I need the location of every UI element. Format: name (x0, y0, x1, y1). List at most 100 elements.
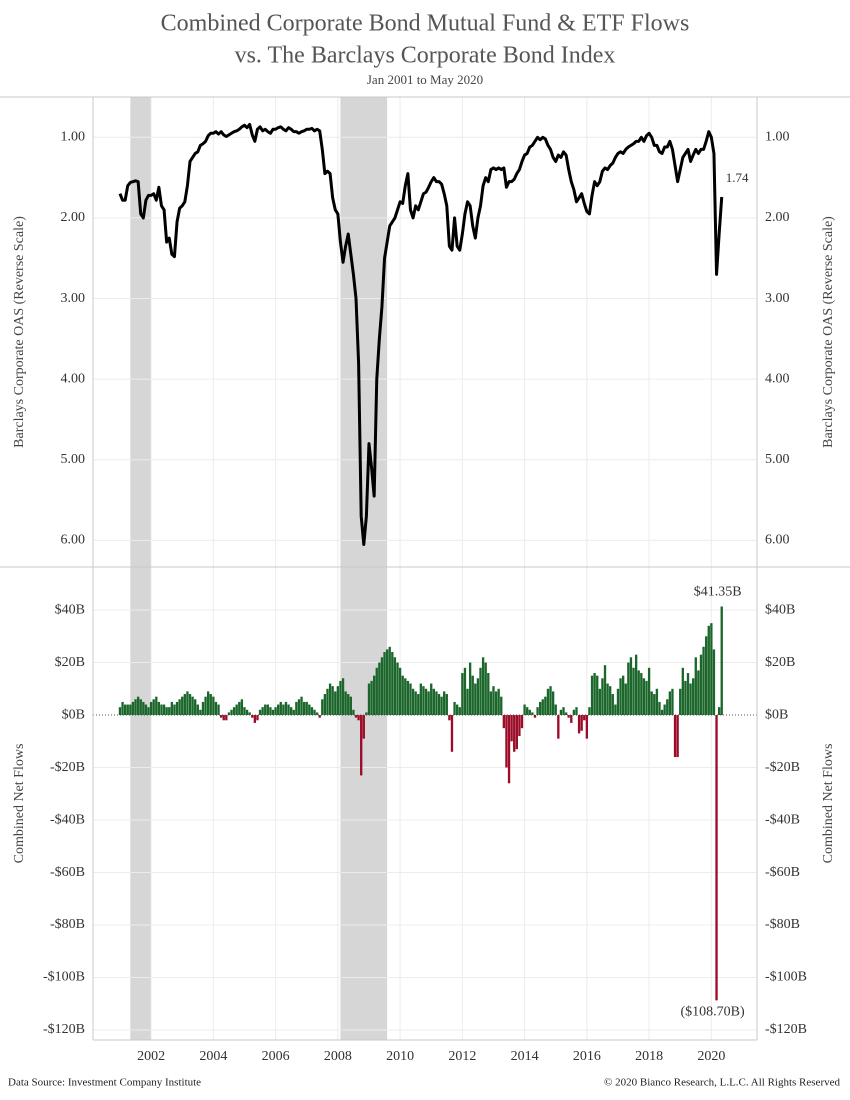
bar (645, 680, 648, 716)
bar (500, 696, 503, 716)
bar (422, 686, 425, 716)
bar (627, 662, 630, 716)
bar (339, 680, 342, 716)
bar (305, 701, 308, 716)
bar (590, 675, 594, 716)
bar (497, 688, 500, 716)
bar (310, 707, 314, 716)
bar (681, 667, 684, 716)
bar (406, 680, 410, 716)
bar (326, 688, 329, 716)
bar (588, 707, 591, 716)
y-tick-label: -$40B (50, 812, 85, 827)
bar (266, 704, 269, 716)
bar (549, 686, 552, 716)
bar (300, 696, 303, 716)
bar (554, 704, 557, 716)
bar (603, 665, 607, 716)
bar (593, 673, 596, 716)
bar (474, 683, 477, 716)
bar (269, 707, 272, 716)
bar (357, 715, 360, 721)
bar (227, 712, 231, 716)
bar (629, 657, 633, 716)
bar (666, 699, 669, 716)
bar (173, 704, 176, 716)
bar (391, 652, 394, 716)
bar (614, 704, 617, 716)
y-tick-label: -$100B (43, 970, 85, 985)
bar (515, 715, 518, 750)
bar (318, 715, 321, 718)
bar (225, 715, 228, 721)
bar (686, 673, 690, 716)
y2-tick-label: 2.00 (765, 210, 790, 225)
bar (274, 707, 277, 716)
bar (248, 712, 251, 716)
bar (720, 606, 723, 716)
bar (160, 704, 163, 716)
line-series (118, 122, 724, 546)
bar (432, 688, 435, 716)
bar (258, 709, 262, 716)
y-tick-label: 1.00 (61, 130, 86, 145)
y2-axis-title: Combined Net Flows (821, 744, 836, 864)
bar (289, 707, 293, 716)
y-axis-title: Barclays Corporate OAS (Reverse Scale) (12, 216, 27, 448)
bar (634, 654, 638, 716)
bar (481, 657, 485, 716)
bar (401, 675, 404, 716)
bar (279, 701, 282, 716)
bar (328, 683, 332, 716)
bar (448, 715, 451, 721)
bar (411, 688, 415, 716)
y2-tick-label: 6.00 (765, 533, 790, 548)
bar (463, 667, 467, 716)
bar (679, 688, 682, 716)
bar (502, 715, 506, 729)
x-tick-label: 2016 (573, 1049, 601, 1064)
bar (170, 701, 174, 716)
bar (287, 704, 290, 716)
bar (232, 707, 236, 716)
bar (323, 694, 327, 716)
bar (219, 715, 223, 718)
bar (663, 704, 666, 716)
y-tick-label: 5.00 (61, 452, 86, 467)
y-tick-label: $20B (55, 655, 85, 670)
bar (147, 707, 150, 716)
bar (544, 696, 547, 716)
bar (606, 683, 609, 716)
bar (292, 709, 295, 716)
bar (520, 715, 524, 729)
x-tick-label: 2014 (511, 1049, 539, 1064)
x-tick-label: 2012 (448, 1049, 476, 1064)
x-tick-label: 2006 (262, 1049, 290, 1064)
bar (155, 696, 158, 716)
x-tick-label: 2010 (386, 1049, 414, 1064)
bar (443, 691, 446, 716)
bar (214, 701, 218, 716)
bar (245, 709, 249, 716)
bar (577, 715, 581, 734)
y2-tick-label: 4.00 (765, 371, 790, 386)
bar (302, 701, 306, 716)
bar (372, 675, 376, 716)
chart-title: Combined Corporate Bond Mutual Fund & ET… (161, 11, 690, 37)
data-label: 1.74 (726, 170, 749, 185)
data-label: ($108.70B) (680, 1005, 745, 1020)
bar (692, 678, 695, 716)
bar (546, 688, 550, 716)
y2-tick-label: $20B (765, 655, 795, 670)
bar (564, 712, 568, 716)
bar (585, 715, 589, 739)
y2-tick-label: -$120B (765, 1022, 807, 1037)
bar (277, 704, 280, 716)
bar (284, 701, 288, 716)
bar (694, 657, 697, 716)
bar (647, 667, 651, 716)
bar (370, 680, 373, 716)
bar (551, 691, 555, 716)
bar (315, 712, 319, 716)
